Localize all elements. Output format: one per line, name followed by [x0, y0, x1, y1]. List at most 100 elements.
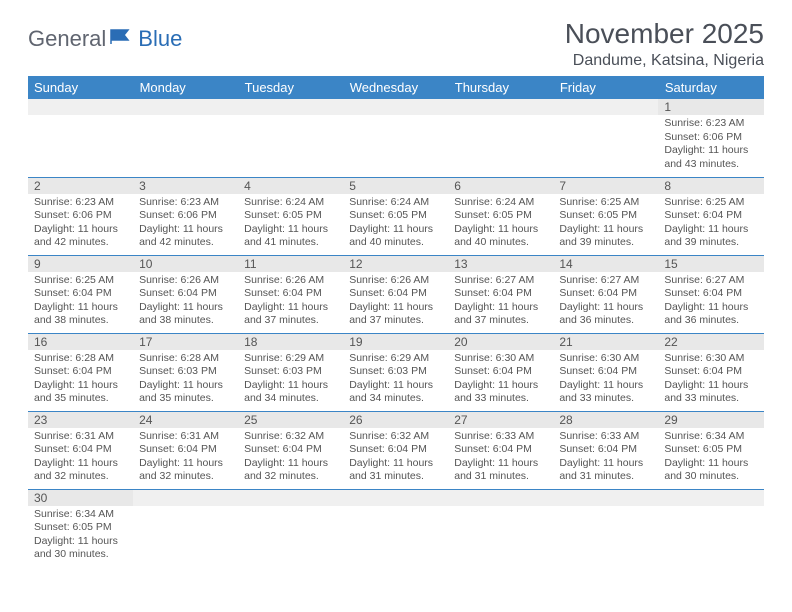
day-number: 17: [133, 334, 238, 350]
calendar-cell: [658, 489, 763, 567]
logo-text-1: General: [28, 26, 106, 52]
day-details: Sunrise: 6:31 AMSunset: 6:04 PMDaylight:…: [28, 428, 133, 489]
logo-text-2: Blue: [138, 26, 182, 52]
day-number: 2: [28, 178, 133, 194]
day-number: [448, 490, 553, 506]
day-number: 8: [658, 178, 763, 194]
calendar-cell: 8Sunrise: 6:25 AMSunset: 6:04 PMDaylight…: [658, 177, 763, 255]
day-number: 15: [658, 256, 763, 272]
calendar-cell: 13Sunrise: 6:27 AMSunset: 6:04 PMDayligh…: [448, 255, 553, 333]
day-details: Sunrise: 6:26 AMSunset: 6:04 PMDaylight:…: [133, 272, 238, 333]
calendar-cell: 20Sunrise: 6:30 AMSunset: 6:04 PMDayligh…: [448, 333, 553, 411]
day-details: Sunrise: 6:27 AMSunset: 6:04 PMDaylight:…: [448, 272, 553, 333]
page-title: November 2025: [565, 18, 764, 50]
day-details: Sunrise: 6:26 AMSunset: 6:04 PMDaylight:…: [343, 272, 448, 333]
calendar-cell: 2Sunrise: 6:23 AMSunset: 6:06 PMDaylight…: [28, 177, 133, 255]
logo: General Blue: [28, 26, 182, 52]
day-number: 12: [343, 256, 448, 272]
day-details: Sunrise: 6:23 AMSunset: 6:06 PMDaylight:…: [658, 115, 763, 176]
day-details: Sunrise: 6:24 AMSunset: 6:05 PMDaylight:…: [343, 194, 448, 255]
calendar-cell: [133, 99, 238, 177]
calendar-cell: [343, 99, 448, 177]
calendar-cell: 30Sunrise: 6:34 AMSunset: 6:05 PMDayligh…: [28, 489, 133, 567]
calendar-cell: 26Sunrise: 6:32 AMSunset: 6:04 PMDayligh…: [343, 411, 448, 489]
calendar-cell: [238, 489, 343, 567]
day-details: Sunrise: 6:24 AMSunset: 6:05 PMDaylight:…: [448, 194, 553, 255]
calendar-week: 9Sunrise: 6:25 AMSunset: 6:04 PMDaylight…: [28, 255, 764, 333]
day-details: Sunrise: 6:33 AMSunset: 6:04 PMDaylight:…: [448, 428, 553, 489]
calendar-cell: 16Sunrise: 6:28 AMSunset: 6:04 PMDayligh…: [28, 333, 133, 411]
calendar-cell: 21Sunrise: 6:30 AMSunset: 6:04 PMDayligh…: [553, 333, 658, 411]
calendar-cell: 3Sunrise: 6:23 AMSunset: 6:06 PMDaylight…: [133, 177, 238, 255]
calendar-week: 2Sunrise: 6:23 AMSunset: 6:06 PMDaylight…: [28, 177, 764, 255]
calendar-cell: 9Sunrise: 6:25 AMSunset: 6:04 PMDaylight…: [28, 255, 133, 333]
day-number: 26: [343, 412, 448, 428]
day-number: 6: [448, 178, 553, 194]
day-details: Sunrise: 6:29 AMSunset: 6:03 PMDaylight:…: [238, 350, 343, 411]
day-details: Sunrise: 6:27 AMSunset: 6:04 PMDaylight:…: [553, 272, 658, 333]
day-number: 19: [343, 334, 448, 350]
day-details: Sunrise: 6:25 AMSunset: 6:05 PMDaylight:…: [553, 194, 658, 255]
location: Dandume, Katsina, Nigeria: [565, 52, 764, 70]
calendar-cell: 5Sunrise: 6:24 AMSunset: 6:05 PMDaylight…: [343, 177, 448, 255]
calendar-cell: 7Sunrise: 6:25 AMSunset: 6:05 PMDaylight…: [553, 177, 658, 255]
day-number: 27: [448, 412, 553, 428]
day-number: [133, 99, 238, 115]
calendar-cell: [553, 489, 658, 567]
day-number: [343, 99, 448, 115]
col-friday: Friday: [553, 76, 658, 99]
day-details: Sunrise: 6:23 AMSunset: 6:06 PMDaylight:…: [28, 194, 133, 255]
day-number: 18: [238, 334, 343, 350]
day-number: [343, 490, 448, 506]
day-number: [658, 490, 763, 506]
day-header-row: Sunday Monday Tuesday Wednesday Thursday…: [28, 76, 764, 99]
calendar-week: 16Sunrise: 6:28 AMSunset: 6:04 PMDayligh…: [28, 333, 764, 411]
day-details: Sunrise: 6:28 AMSunset: 6:03 PMDaylight:…: [133, 350, 238, 411]
day-number: [133, 490, 238, 506]
calendar-table: Sunday Monday Tuesday Wednesday Thursday…: [28, 76, 764, 567]
day-details: Sunrise: 6:30 AMSunset: 6:04 PMDaylight:…: [658, 350, 763, 411]
day-details: Sunrise: 6:34 AMSunset: 6:05 PMDaylight:…: [28, 506, 133, 567]
calendar-week: 30Sunrise: 6:34 AMSunset: 6:05 PMDayligh…: [28, 489, 764, 567]
calendar-cell: 4Sunrise: 6:24 AMSunset: 6:05 PMDaylight…: [238, 177, 343, 255]
calendar-cell: 25Sunrise: 6:32 AMSunset: 6:04 PMDayligh…: [238, 411, 343, 489]
day-number: [28, 99, 133, 115]
day-details: Sunrise: 6:25 AMSunset: 6:04 PMDaylight:…: [658, 194, 763, 255]
calendar-cell: 10Sunrise: 6:26 AMSunset: 6:04 PMDayligh…: [133, 255, 238, 333]
col-monday: Monday: [133, 76, 238, 99]
day-number: 9: [28, 256, 133, 272]
day-number: [238, 99, 343, 115]
day-number: 7: [553, 178, 658, 194]
calendar-cell: 14Sunrise: 6:27 AMSunset: 6:04 PMDayligh…: [553, 255, 658, 333]
header: General Blue November 2025 Dandume, Kats…: [28, 18, 764, 70]
calendar-cell: [553, 99, 658, 177]
calendar-cell: 11Sunrise: 6:26 AMSunset: 6:04 PMDayligh…: [238, 255, 343, 333]
day-number: 23: [28, 412, 133, 428]
day-number: 24: [133, 412, 238, 428]
col-tuesday: Tuesday: [238, 76, 343, 99]
day-number: 25: [238, 412, 343, 428]
flag-icon: [110, 26, 136, 52]
day-number: [238, 490, 343, 506]
day-number: 4: [238, 178, 343, 194]
day-details: Sunrise: 6:31 AMSunset: 6:04 PMDaylight:…: [133, 428, 238, 489]
col-saturday: Saturday: [658, 76, 763, 99]
day-number: 13: [448, 256, 553, 272]
day-details: Sunrise: 6:32 AMSunset: 6:04 PMDaylight:…: [343, 428, 448, 489]
calendar-cell: [448, 489, 553, 567]
day-details: Sunrise: 6:25 AMSunset: 6:04 PMDaylight:…: [28, 272, 133, 333]
calendar-cell: 1Sunrise: 6:23 AMSunset: 6:06 PMDaylight…: [658, 99, 763, 177]
calendar-cell: 28Sunrise: 6:33 AMSunset: 6:04 PMDayligh…: [553, 411, 658, 489]
day-number: [553, 99, 658, 115]
day-number: 21: [553, 334, 658, 350]
day-details: Sunrise: 6:30 AMSunset: 6:04 PMDaylight:…: [448, 350, 553, 411]
calendar-cell: [448, 99, 553, 177]
calendar-week: 23Sunrise: 6:31 AMSunset: 6:04 PMDayligh…: [28, 411, 764, 489]
day-number: 10: [133, 256, 238, 272]
day-number: 22: [658, 334, 763, 350]
day-details: Sunrise: 6:23 AMSunset: 6:06 PMDaylight:…: [133, 194, 238, 255]
calendar-cell: 23Sunrise: 6:31 AMSunset: 6:04 PMDayligh…: [28, 411, 133, 489]
day-details: Sunrise: 6:29 AMSunset: 6:03 PMDaylight:…: [343, 350, 448, 411]
calendar-cell: 24Sunrise: 6:31 AMSunset: 6:04 PMDayligh…: [133, 411, 238, 489]
day-number: 3: [133, 178, 238, 194]
